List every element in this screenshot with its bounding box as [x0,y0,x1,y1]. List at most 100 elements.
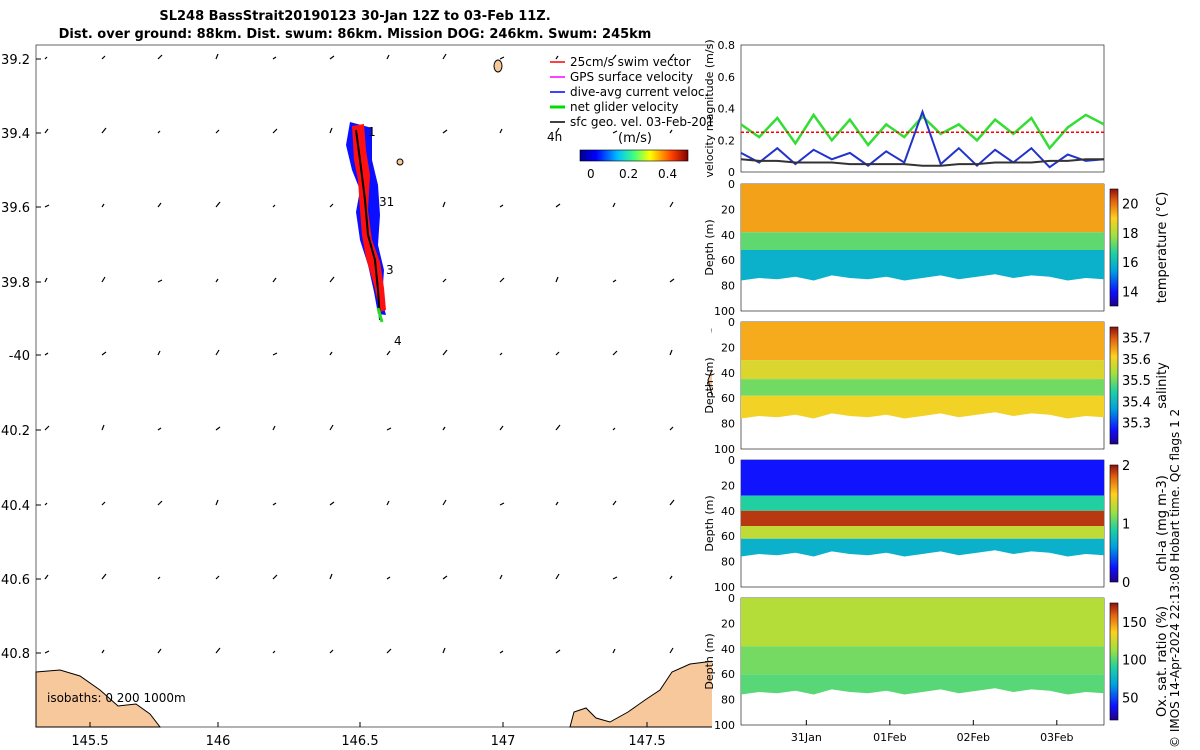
colorbar-tick: 0 [1122,576,1130,591]
profile-panel-2: 0 20 40 60 80 100 Depth (m) 35.3 35.4 35.5 35.6 35.… [703,316,1170,456]
velocity-arrow [329,203,334,208]
velocity-arrow [612,648,616,654]
velocity-arrow [612,427,616,431]
track-label-1: 1 [368,125,376,139]
depth-tick: 60 [721,668,735,681]
velocity-arrow [157,54,163,60]
depth-tick: 80 [721,556,735,569]
track-label-31: 31 [379,195,394,209]
velocity-arrow [499,128,503,134]
depth-tick: 80 [721,418,735,431]
depth-tick: 100 [714,581,735,594]
time-axis: 31Jan 01Feb 02Feb 03Feb [791,720,1074,744]
velocity-series-line [740,158,1104,167]
velocity-y-tick: 0.2 [718,134,736,147]
legend-swim-label: 25cm/s swim vector [570,55,691,69]
colorbar-tick: 35.4 [1122,395,1151,410]
velocity-arrow [612,576,618,580]
velocity-series-line [740,112,1105,151]
colorbar-tick: 20 [1122,198,1139,213]
velocity-arrow [442,129,448,134]
surface-velocity-vector-field [44,53,675,654]
depth-tick: 60 [721,530,735,543]
profile-layer [741,526,1104,539]
velocity-arrow [157,576,161,580]
legend-gps-label: GPS surface velocity [570,70,693,84]
profile-layer [741,379,1104,396]
velocity-arrow [101,203,105,208]
velocity-arrow [386,500,390,506]
velocity-y-tick: 0.6 [718,71,736,84]
track-end-green [376,307,384,323]
profile-colorbar [1109,326,1119,445]
colorbar-tick: 100 [1122,654,1147,669]
velocity-arrow [215,278,219,283]
depth-tick: 80 [721,694,735,707]
flinders-island-land [707,327,712,396]
velocity-arrow [101,276,106,283]
velocity-arrow [272,650,276,654]
map-x-tick-label: 147.5 [628,734,665,749]
velocity-arrow [669,575,673,580]
map-x-tick-label: 146.5 [341,734,378,749]
velocity-arrow [669,278,675,283]
velocity-arrow [555,501,559,506]
velocity-arrow [44,574,49,580]
velocity-arrow [442,278,447,283]
colorbar-tick: 14 [1122,285,1139,300]
velocity-arrow [44,128,49,134]
velocity-arrow [101,573,107,580]
velocity-arrow [101,55,106,60]
legend-net-label: net glider velocity [570,100,678,114]
depth-tick: 100 [714,719,735,732]
colorbar-tick: 16 [1122,256,1139,271]
profile-layer [741,646,1104,675]
velocity-arrow [215,499,219,506]
velocity-arrow [157,202,162,208]
profile-colorbar [1109,188,1119,307]
profile-layer [741,395,1104,419]
map-y-tick-label: 39.4 [1,127,30,142]
velocity-arrow [442,426,446,431]
map-y-tick-label: 40.8 [1,647,30,662]
velocity-y-tick: 0 [728,166,735,179]
velocity-y-tick: 0.8 [718,39,736,52]
profile-layer [741,510,1104,526]
map-x-axis: 145.5 146 146.5 147 147.5 [71,722,666,749]
velocity-arrow [669,129,673,134]
velocity-arrow [555,573,560,580]
depth-tick: 0 [728,592,735,605]
colorbar-tick-0-2: 0.2 [619,167,638,181]
velocity-arrow [442,53,447,60]
depth-tick: 0 [728,454,735,467]
velocity-arrow [329,276,335,283]
depth-tick: 0 [728,316,735,329]
colorbar-tick: 1 [1122,518,1130,533]
colorbar-tick: 35.6 [1122,353,1151,368]
depth-axis-label: Depth (m) [703,219,716,275]
velocity-arrow [499,502,505,506]
figure-title-line2: Dist. over ground: 88km. Dist. swum: 86k… [58,27,652,42]
map-y-axis: 39.2 39.4 39.6 39.8 -40 40.2 40.4 40.6 40.8 [1,53,41,662]
velocity-arrow [44,277,48,283]
velocity-arrow [499,204,504,208]
velocity-arrow [272,204,276,208]
velocity-arrow [612,202,616,208]
profile-layer [741,674,1104,695]
depth-tick: 100 [714,305,735,318]
velocity-arrow [157,350,161,356]
depth-axis-label: Depth (m) [703,357,716,413]
speed-colorbar [579,149,689,162]
profile-layer [741,322,1104,361]
velocity-arrow [442,575,448,580]
velocity-arrow [386,648,392,654]
velocity-arrow [157,648,162,654]
isobaths-label: isobaths: 0 200 1000m [47,691,186,705]
track-label-4: 4 [394,334,402,348]
velocity-arrow [499,277,505,283]
velocity-arrow [612,350,618,356]
map-legend: 25cm/s swim vector GPS surface velocity … [550,55,712,129]
velocity-arrow [555,276,559,283]
velocity-arrow [669,53,675,60]
colorbar-label: salinity [1155,362,1170,409]
